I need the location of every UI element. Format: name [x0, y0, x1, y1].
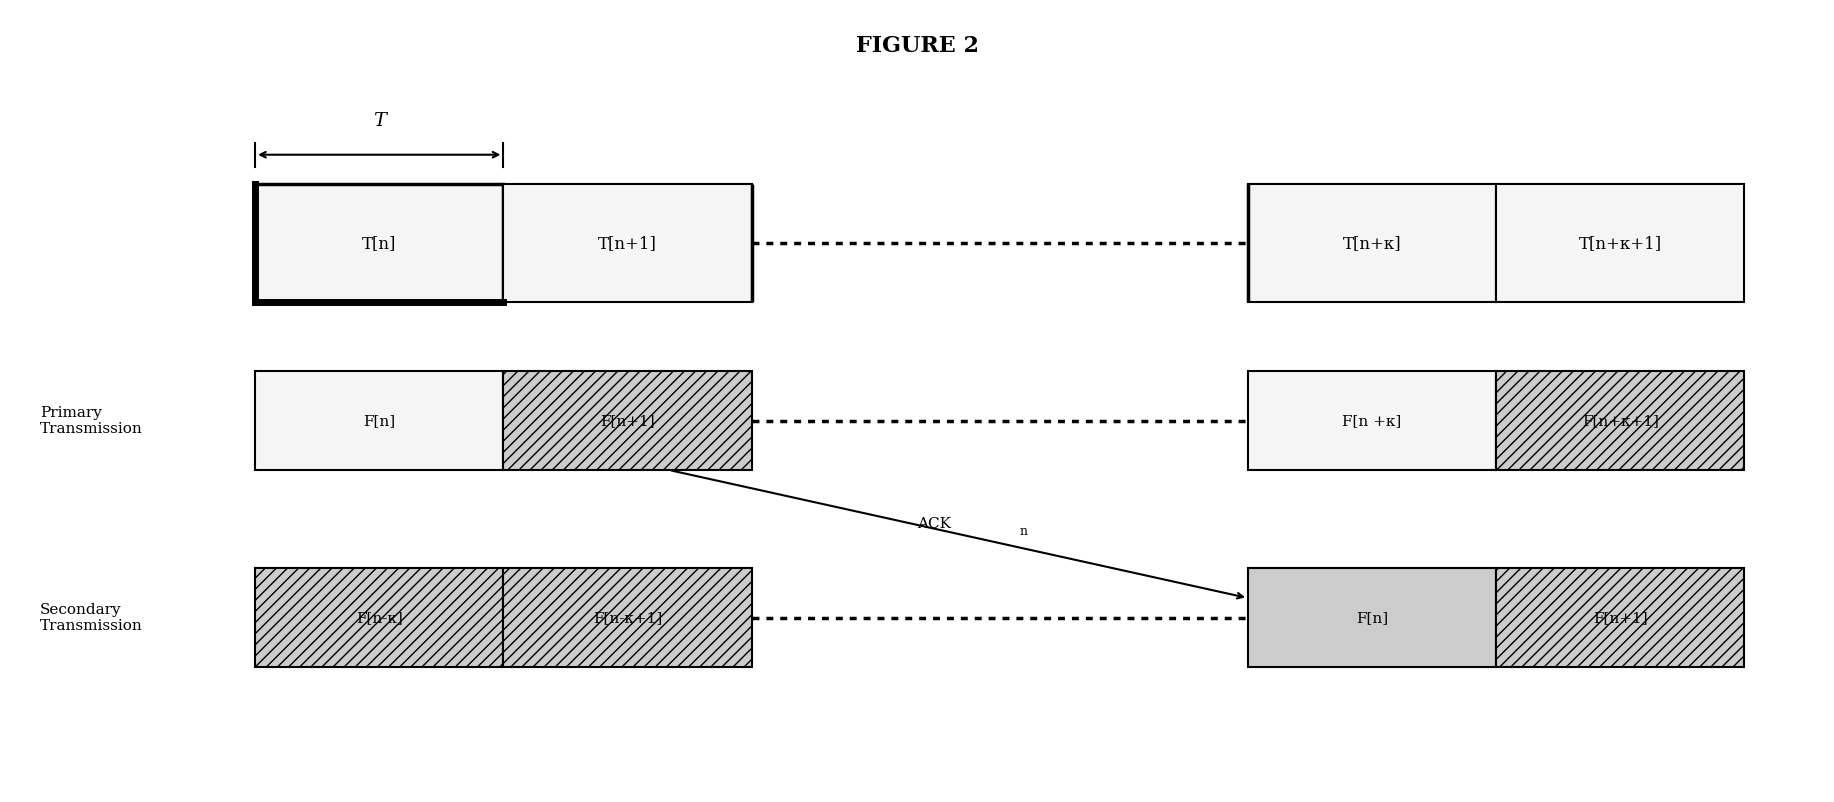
FancyBboxPatch shape	[1247, 184, 1497, 302]
Text: T[n+κ+1]: T[n+κ+1]	[1579, 235, 1662, 252]
Text: n: n	[1020, 525, 1027, 537]
FancyBboxPatch shape	[255, 371, 503, 470]
FancyBboxPatch shape	[1497, 569, 1744, 667]
FancyBboxPatch shape	[1497, 371, 1744, 470]
FancyBboxPatch shape	[255, 184, 503, 302]
Text: Primary
Transmission: Primary Transmission	[40, 406, 143, 435]
FancyBboxPatch shape	[503, 371, 752, 470]
Text: F[n+κ+1]: F[n+κ+1]	[1581, 414, 1658, 427]
Text: F[n+1]: F[n+1]	[1594, 611, 1647, 625]
Text: Secondary
Transmission: Secondary Transmission	[40, 602, 143, 633]
Text: F[n]: F[n]	[363, 414, 396, 427]
Text: ACK: ACK	[917, 517, 952, 531]
Text: F[n]: F[n]	[1355, 611, 1388, 625]
FancyBboxPatch shape	[1247, 569, 1497, 667]
Text: T[n+κ]: T[n+κ]	[1342, 235, 1401, 252]
Text: F[n-κ+1]: F[n-κ+1]	[592, 611, 662, 625]
Text: T[n]: T[n]	[361, 235, 396, 252]
FancyBboxPatch shape	[1247, 371, 1497, 470]
FancyBboxPatch shape	[1497, 184, 1744, 302]
Text: T: T	[372, 112, 385, 130]
Text: FIGURE 2: FIGURE 2	[855, 35, 979, 58]
Text: F[n +κ]: F[n +κ]	[1342, 414, 1401, 427]
FancyBboxPatch shape	[255, 569, 503, 667]
Text: F[n-κ]: F[n-κ]	[356, 611, 403, 625]
FancyBboxPatch shape	[503, 184, 752, 302]
Text: T[n+1]: T[n+1]	[598, 235, 657, 252]
FancyBboxPatch shape	[503, 569, 752, 667]
Text: F[n+1]: F[n+1]	[600, 414, 655, 427]
